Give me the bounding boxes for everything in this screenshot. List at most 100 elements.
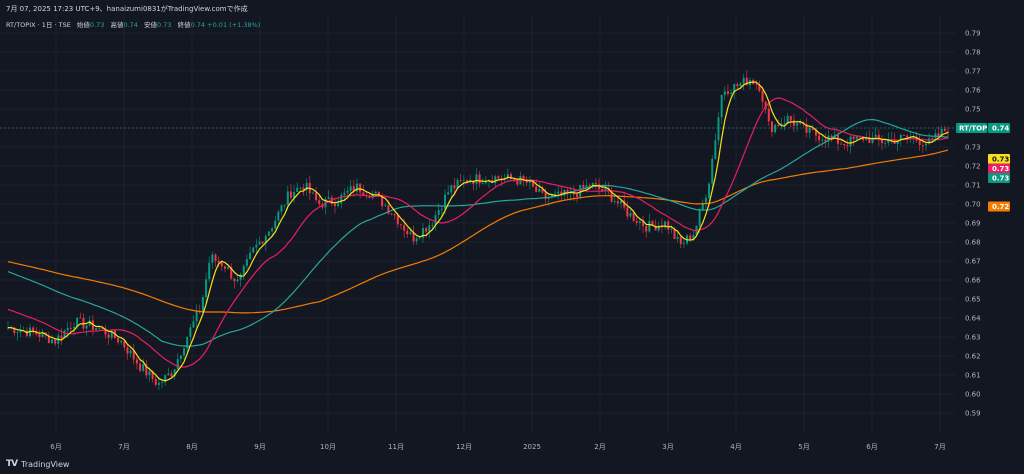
x-tick-label: 10月 [320, 443, 336, 451]
candle-body [708, 183, 711, 198]
candle-body [343, 192, 346, 195]
candle-body [69, 328, 72, 329]
candle-body [739, 83, 742, 87]
candle-body [478, 174, 481, 184]
y-tick-label: 0.59 [965, 410, 981, 418]
candle-body [252, 247, 255, 253]
high-label: 高値 [110, 21, 124, 29]
moving-average-lines [7, 81, 949, 382]
candle-body [421, 228, 424, 238]
y-tick-label: 0.64 [965, 315, 981, 323]
candle-body [283, 204, 286, 206]
brand-name: TradingView [21, 459, 70, 469]
candle-body [912, 137, 915, 138]
x-tick-label: 8月 [186, 443, 197, 451]
candle-body [82, 318, 85, 329]
candle-body [579, 184, 582, 197]
candle-body [73, 326, 76, 329]
candle-body [148, 371, 151, 376]
candle-body [327, 197, 330, 200]
candle-body [151, 371, 154, 379]
candle-body [874, 134, 877, 137]
candle-body [104, 328, 107, 335]
candle-body [557, 191, 560, 194]
tradingview-logo-icon: TV [6, 459, 18, 469]
candle-body [186, 336, 189, 349]
candle-body [192, 321, 195, 328]
candle-body [126, 347, 129, 354]
x-tick-label: 2月 [594, 443, 605, 451]
candle-body [689, 235, 692, 240]
candle-body [110, 330, 113, 338]
candle-body [183, 348, 186, 356]
candle-body [271, 228, 274, 232]
candle-body [541, 188, 544, 193]
candle-body [645, 225, 648, 232]
candle-body [245, 259, 248, 266]
candle-body [880, 139, 883, 144]
brand-footer[interactable]: TV TradingView [6, 459, 69, 469]
candle-body [623, 200, 626, 208]
candle-body [777, 124, 780, 127]
candle-body [242, 265, 245, 275]
candle-body [390, 213, 393, 215]
candle-body [406, 230, 409, 235]
candle-body [544, 192, 547, 200]
price-tag-bg [988, 123, 1010, 133]
candle-body [755, 83, 758, 85]
symbol-name[interactable]: RT/TOPIX · 1日 · TSE [6, 21, 71, 29]
candle-body [161, 382, 164, 383]
candle-body [497, 176, 500, 179]
candle-body [733, 84, 736, 93]
candle-body [384, 205, 387, 207]
candle-body [85, 325, 88, 329]
candle-body [902, 135, 905, 136]
candle-body [393, 214, 396, 216]
candle-body [274, 220, 277, 229]
candle-body [443, 194, 446, 209]
candle-body [399, 224, 402, 226]
y-tick-label: 0.76 [965, 87, 981, 95]
candle-body [337, 203, 340, 207]
candle-body [811, 127, 814, 131]
candle-body [299, 187, 302, 189]
x-tick-label: 12月 [456, 443, 472, 451]
candle-body [60, 335, 63, 339]
candle-body [293, 191, 296, 198]
candle-body [107, 334, 110, 338]
candle-body [928, 138, 931, 144]
candle-body [63, 330, 66, 339]
price-tag-value: 0.73 [992, 165, 1009, 173]
candle-body [453, 185, 456, 189]
candle-body [139, 363, 142, 371]
candle-body [35, 331, 38, 335]
candle-body [409, 232, 412, 235]
candle-body [13, 327, 16, 334]
candle-body [931, 137, 934, 139]
price-tag-value: 0.72 [992, 203, 1009, 211]
price-tag-bg [988, 163, 1010, 174]
candle-body [25, 330, 28, 337]
y-tick-label: 0.61 [965, 372, 981, 380]
candle-body [374, 191, 377, 194]
high-value: 0.74 [123, 21, 138, 29]
candle-body [145, 364, 148, 376]
candle-body [475, 174, 478, 184]
candle-body [230, 267, 233, 279]
candle-body [560, 191, 563, 196]
candle-body [937, 133, 940, 137]
candle-body [415, 238, 418, 242]
candle-body [629, 212, 632, 217]
candle-body [403, 225, 406, 231]
candle-body [714, 140, 717, 159]
candle-body [510, 174, 513, 179]
candle-body [805, 124, 808, 133]
candle-body [500, 178, 503, 180]
chart-caption: 7月 07, 2025 17:23 UTC+9、hanaizumi0831がTr… [6, 5, 248, 13]
candle-body [843, 143, 846, 146]
symbol-tag-label: RT/TOPIX [959, 125, 996, 133]
candle-body [491, 180, 494, 184]
candle-body [208, 262, 211, 280]
